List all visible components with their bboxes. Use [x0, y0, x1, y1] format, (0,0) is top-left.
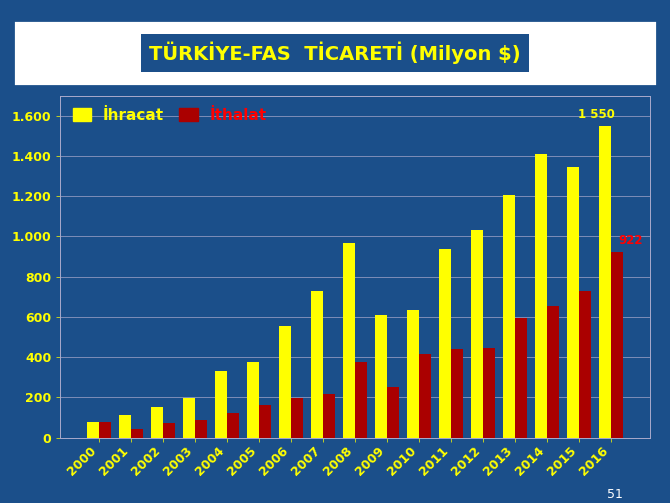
Text: TÜRKİYE-FAS  TİCARETİ (Milyon $): TÜRKİYE-FAS TİCARETİ (Milyon $): [149, 42, 521, 64]
Bar: [215, 371, 227, 438]
Bar: [355, 362, 367, 438]
Bar: [515, 318, 527, 438]
Bar: [547, 306, 559, 438]
Legend: İhracat, İthalat: İhracat, İthalat: [66, 102, 273, 129]
Text: 1 550: 1 550: [578, 108, 615, 121]
Bar: [503, 195, 515, 438]
Bar: [311, 291, 323, 438]
Bar: [439, 249, 451, 438]
Text: 51: 51: [607, 488, 623, 501]
Bar: [343, 243, 355, 438]
Bar: [387, 387, 399, 438]
Bar: [375, 315, 387, 438]
Bar: [407, 310, 419, 438]
Bar: [227, 413, 239, 438]
Bar: [163, 423, 176, 438]
Bar: [247, 362, 259, 438]
Bar: [419, 354, 431, 438]
Bar: [451, 349, 463, 438]
Bar: [599, 126, 611, 438]
Bar: [259, 405, 271, 438]
Bar: [119, 415, 131, 438]
Bar: [131, 429, 143, 438]
Bar: [87, 422, 99, 438]
Bar: [279, 326, 291, 438]
Bar: [291, 398, 304, 438]
Bar: [471, 230, 483, 438]
Bar: [579, 291, 591, 438]
Text: 922: 922: [618, 234, 643, 247]
Bar: [183, 398, 195, 438]
Bar: [99, 422, 111, 438]
Bar: [323, 394, 335, 438]
Bar: [535, 154, 547, 438]
Bar: [483, 348, 495, 438]
Bar: [567, 167, 579, 438]
Bar: [195, 420, 207, 438]
Bar: [611, 252, 623, 438]
Bar: [151, 407, 163, 438]
